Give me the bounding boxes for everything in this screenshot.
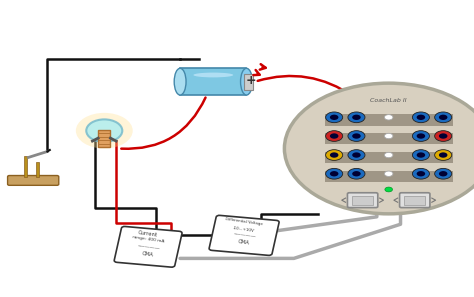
Circle shape: [330, 133, 338, 139]
FancyBboxPatch shape: [8, 176, 59, 185]
Ellipse shape: [240, 68, 252, 95]
Bar: [180, 68, 246, 95]
Circle shape: [348, 131, 365, 141]
Circle shape: [439, 133, 447, 139]
FancyBboxPatch shape: [400, 193, 430, 208]
Circle shape: [384, 171, 393, 176]
Bar: [325, 171, 453, 182]
Bar: [325, 114, 453, 126]
Ellipse shape: [193, 72, 233, 78]
Circle shape: [326, 150, 343, 160]
Bar: [24, 156, 27, 177]
Circle shape: [435, 112, 452, 123]
Bar: [404, 196, 425, 205]
Circle shape: [385, 187, 392, 192]
Bar: [36, 162, 39, 177]
Circle shape: [384, 152, 393, 158]
Circle shape: [412, 168, 429, 179]
Circle shape: [435, 168, 452, 179]
FancyBboxPatch shape: [347, 193, 378, 208]
Circle shape: [439, 171, 447, 176]
Circle shape: [86, 119, 122, 142]
Bar: [352, 196, 373, 205]
Text: ─────────: ─────────: [137, 244, 160, 251]
Text: Current: Current: [138, 230, 158, 238]
Circle shape: [352, 115, 361, 120]
Text: CMA: CMA: [238, 239, 250, 246]
Circle shape: [352, 171, 361, 176]
Circle shape: [330, 171, 338, 176]
Circle shape: [417, 152, 425, 158]
Bar: [325, 133, 453, 144]
FancyBboxPatch shape: [114, 226, 182, 267]
Circle shape: [348, 150, 365, 160]
Circle shape: [435, 131, 452, 141]
Circle shape: [326, 168, 343, 179]
Text: CMA: CMA: [142, 251, 155, 257]
Circle shape: [330, 152, 338, 158]
Circle shape: [412, 112, 429, 123]
Text: CoachLab II: CoachLab II: [370, 98, 407, 103]
Circle shape: [326, 112, 343, 123]
Circle shape: [326, 131, 343, 141]
Text: ─────────: ─────────: [233, 232, 255, 239]
Circle shape: [417, 115, 425, 120]
Circle shape: [439, 152, 447, 158]
Circle shape: [384, 115, 393, 120]
Circle shape: [352, 152, 361, 158]
Circle shape: [348, 168, 365, 179]
Circle shape: [384, 133, 393, 139]
Text: range: 400 mA: range: 400 mA: [132, 236, 164, 244]
Bar: [244, 74, 253, 90]
Circle shape: [76, 113, 133, 148]
Circle shape: [435, 150, 452, 160]
Text: Differential Voltage: Differential Voltage: [225, 217, 263, 226]
Text: +: +: [246, 74, 256, 87]
Circle shape: [412, 131, 429, 141]
Circle shape: [330, 115, 338, 120]
Ellipse shape: [174, 68, 186, 95]
Circle shape: [439, 115, 447, 120]
Circle shape: [284, 83, 474, 214]
FancyBboxPatch shape: [209, 215, 279, 255]
Bar: [98, 130, 110, 147]
Circle shape: [348, 112, 365, 123]
Circle shape: [417, 171, 425, 176]
Circle shape: [412, 150, 429, 160]
Circle shape: [352, 133, 361, 139]
Bar: [325, 152, 453, 163]
Text: -10...+10V: -10...+10V: [233, 226, 255, 233]
Circle shape: [417, 133, 425, 139]
